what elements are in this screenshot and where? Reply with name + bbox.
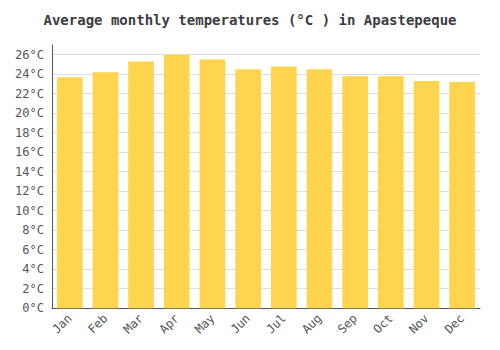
- svg-text:4°C: 4°C: [22, 262, 44, 276]
- svg-text:Feb: Feb: [85, 311, 110, 336]
- svg-text:Oct: Oct: [371, 311, 396, 336]
- svg-text:Nov: Nov: [406, 311, 431, 336]
- svg-text:20°C: 20°C: [15, 106, 44, 120]
- svg-text:24°C: 24°C: [15, 67, 44, 81]
- svg-text:22°C: 22°C: [15, 87, 44, 101]
- svg-text:Aug: Aug: [299, 311, 324, 336]
- svg-text:Apr: Apr: [156, 311, 181, 336]
- svg-text:8°C: 8°C: [22, 223, 44, 237]
- svg-text:Mar: Mar: [121, 311, 146, 336]
- svg-text:26°C: 26°C: [15, 48, 44, 62]
- svg-text:Average monthly temperatures (: Average monthly temperatures (°C ) in Ap…: [43, 12, 456, 28]
- svg-text:14°C: 14°C: [15, 165, 44, 179]
- svg-text:Jun: Jun: [228, 311, 253, 336]
- svg-text:6°C: 6°C: [22, 243, 44, 257]
- svg-text:Jan: Jan: [49, 311, 74, 336]
- svg-text:Dec: Dec: [442, 311, 467, 336]
- svg-text:16°C: 16°C: [15, 145, 44, 159]
- svg-text:18°C: 18°C: [15, 126, 44, 140]
- svg-text:2°C: 2°C: [22, 282, 44, 296]
- svg-text:Jul: Jul: [264, 311, 289, 336]
- svg-text:12°C: 12°C: [15, 184, 44, 198]
- svg-text:May: May: [192, 311, 217, 336]
- svg-text:Sep: Sep: [335, 311, 360, 336]
- svg-text:0°C: 0°C: [22, 301, 44, 315]
- svg-text:10°C: 10°C: [15, 204, 44, 218]
